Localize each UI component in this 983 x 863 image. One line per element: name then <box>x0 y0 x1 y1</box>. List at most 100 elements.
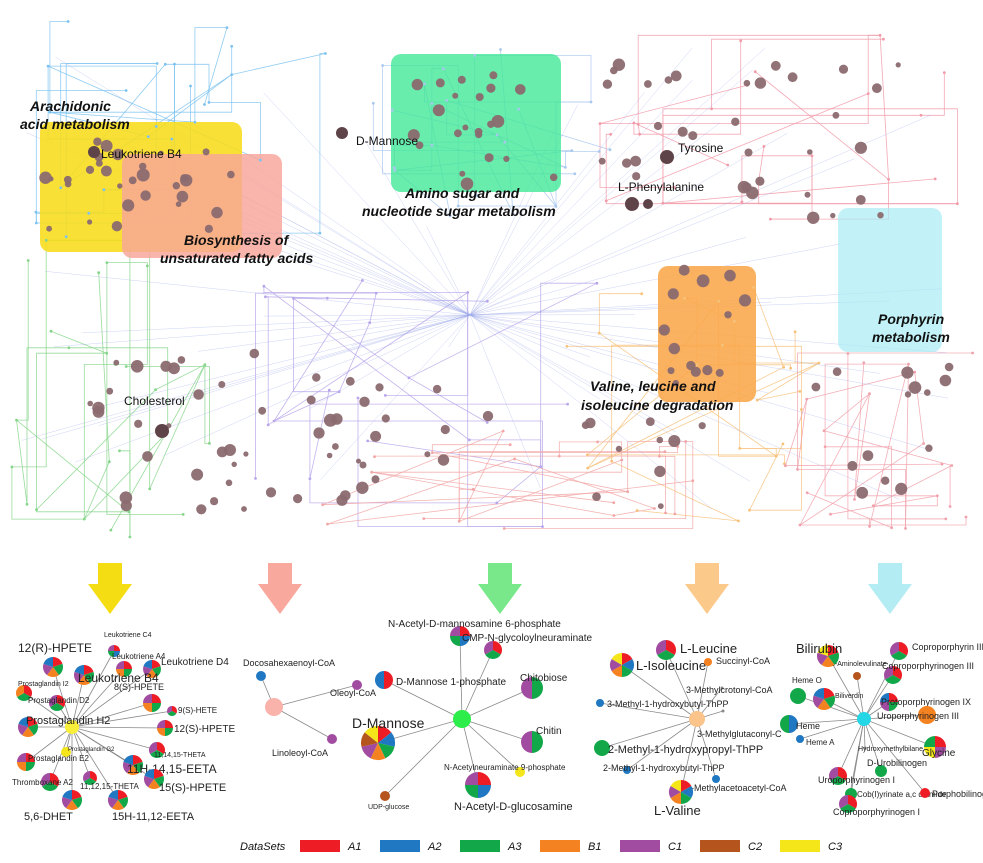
subnetwork-edge <box>71 702 153 728</box>
metabolite-node <box>875 765 887 777</box>
pie-slice <box>889 702 898 711</box>
network-edge <box>873 465 952 507</box>
pie-slice <box>824 695 835 708</box>
network-node <box>887 178 890 181</box>
pie-slice <box>670 792 681 804</box>
metabolite-node <box>143 694 161 712</box>
network-edge <box>739 447 777 457</box>
key-metabolite-dot <box>155 424 169 438</box>
network-node <box>732 319 736 323</box>
network-node <box>392 166 396 170</box>
metabolite-dot <box>630 155 641 167</box>
pie-slice <box>154 769 164 779</box>
network-edge <box>273 391 340 422</box>
pie-slice <box>657 650 675 660</box>
key-metabolite-dot <box>336 127 348 139</box>
network-node <box>97 271 101 275</box>
pie-slice <box>521 677 532 699</box>
network-edge <box>36 509 129 513</box>
network-node <box>595 281 599 285</box>
network-edge <box>273 280 363 422</box>
pie-slice <box>485 650 501 659</box>
pie-slice <box>108 790 118 800</box>
network-node <box>695 363 699 367</box>
metabolite-dot <box>654 465 666 478</box>
metabolite-node <box>327 734 337 744</box>
network-node <box>683 296 686 300</box>
metabolite-label: N-Acetyl-D-glucosamine <box>454 801 573 813</box>
network-edge <box>263 286 468 293</box>
network-node <box>64 235 68 239</box>
pie-slice <box>327 734 337 744</box>
network-node <box>207 101 211 104</box>
network-node <box>475 194 479 197</box>
metabolite-dot <box>615 445 623 452</box>
network-node <box>501 429 505 433</box>
network-node <box>124 365 128 368</box>
network-edge <box>785 398 808 466</box>
metabolite-node <box>721 709 725 713</box>
metabolite-label: Thromboxane A2 <box>12 778 73 787</box>
pie-slice <box>361 732 378 747</box>
metabolite-dot <box>112 148 124 161</box>
pie-slice <box>53 663 63 676</box>
pie-slice <box>152 694 161 703</box>
network-node <box>473 54 477 57</box>
pie-slice <box>256 671 266 681</box>
network-node <box>653 507 656 510</box>
network-edge <box>469 47 693 316</box>
metabolite-node <box>610 653 634 677</box>
metabolite-dot <box>117 183 123 189</box>
metabolite-label: Coproporphyrinogen I <box>833 807 920 817</box>
pie-slice <box>848 795 857 809</box>
network-edge <box>458 488 474 522</box>
network-node <box>325 296 329 300</box>
metabolite-node <box>48 695 66 712</box>
metabolite-dot <box>87 400 93 407</box>
subnetwork-edge <box>863 718 926 794</box>
metabolite-node <box>61 747 71 757</box>
pie-slice <box>780 715 789 733</box>
key-metabolite-dot <box>643 199 653 209</box>
metabolite-dot <box>688 131 698 141</box>
metabolite-dot <box>225 479 233 487</box>
pathway-title-valine: Valine, leucine and isoleucine degradati… <box>581 378 733 413</box>
pie-slice <box>384 671 393 689</box>
metabolite-dot <box>452 92 459 99</box>
metabolite-label: Uroporphyrinogen I <box>818 775 895 785</box>
network-node <box>752 286 755 289</box>
subnetwork-edge <box>863 718 882 772</box>
pie-slice <box>918 706 936 724</box>
metabolite-node <box>884 666 902 684</box>
network-node <box>935 494 939 498</box>
pathway-titles: Arachidonic acid metabolism Biosynthesis… <box>20 98 950 413</box>
network-edge <box>565 151 600 168</box>
pie-slice <box>167 706 172 714</box>
pie-slice <box>53 657 63 667</box>
metabolite-node <box>839 795 857 813</box>
network-edge <box>739 409 802 449</box>
network-node <box>445 99 449 102</box>
network-edge <box>16 419 130 513</box>
pie-slice <box>460 626 470 636</box>
network-edge <box>149 364 206 490</box>
subnetwork-edge <box>71 726 166 729</box>
legend-swatch-a2 <box>380 840 420 852</box>
subnetwork-valine: L-Leucine L-Isoleucine Succinyl-CoA 3-Methy… <box>594 640 787 818</box>
metabolite-node <box>918 706 936 724</box>
network-node <box>374 291 378 295</box>
metabolite-dot <box>460 177 474 191</box>
network-node <box>321 503 325 507</box>
subnetwork-edge <box>461 718 533 743</box>
metabolite-node <box>256 671 266 681</box>
network-edge <box>83 363 116 520</box>
pie-slice <box>108 645 114 651</box>
key-metabolite-dot <box>88 146 100 158</box>
pie-slice <box>813 695 824 708</box>
network-node <box>658 454 661 458</box>
metabolite-dot <box>313 427 325 439</box>
network-edge <box>469 314 713 510</box>
network-edge <box>711 108 958 204</box>
network-node <box>740 200 744 204</box>
network-node <box>230 73 234 76</box>
